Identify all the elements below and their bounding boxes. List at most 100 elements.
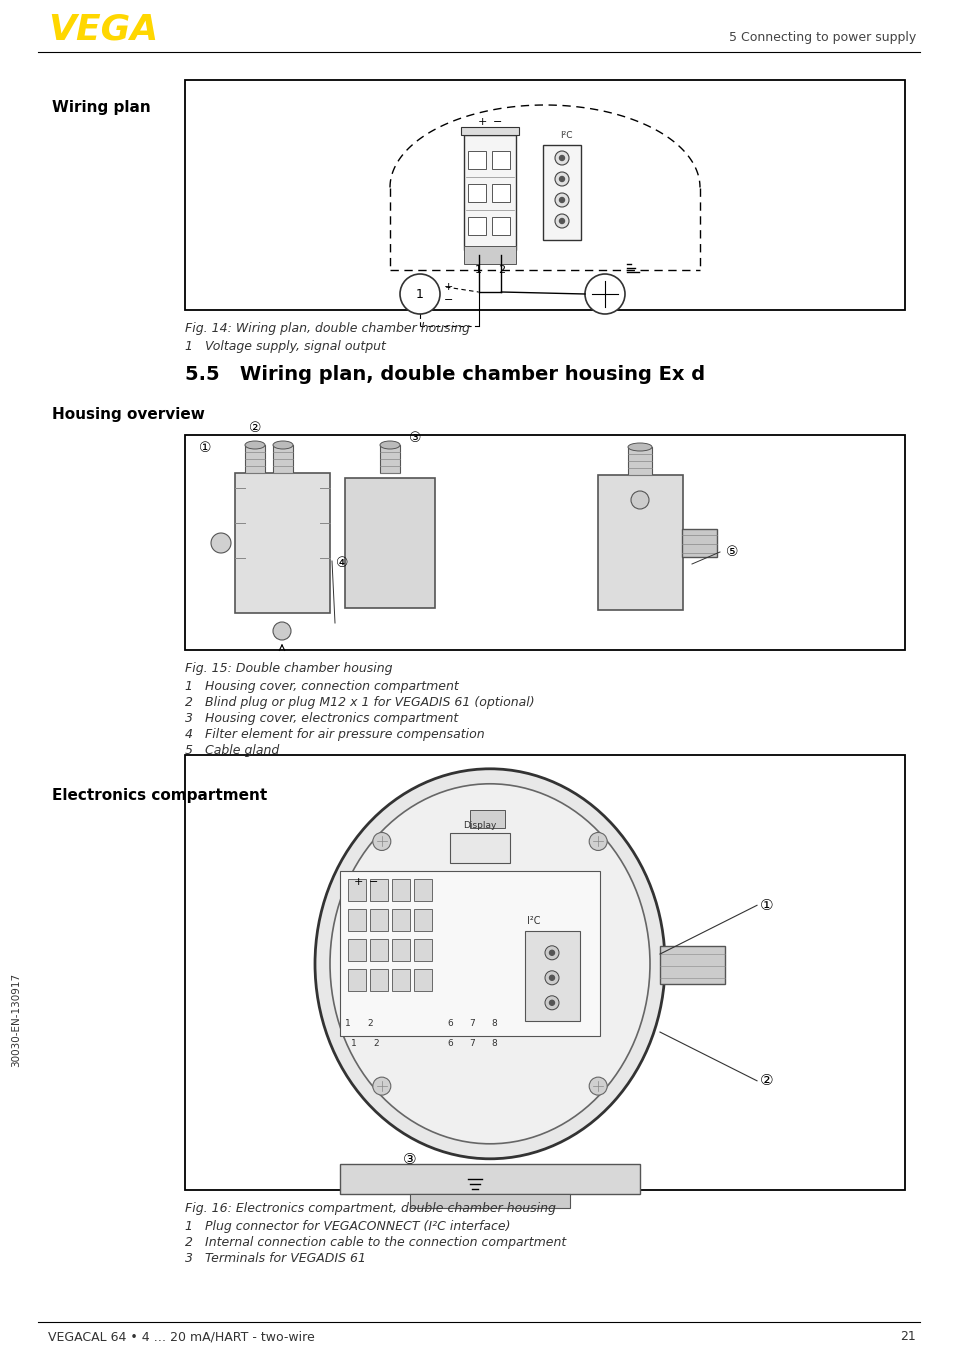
Circle shape bbox=[555, 152, 568, 165]
Text: Fig. 14: Wiring plan, double chamber housing: Fig. 14: Wiring plan, double chamber hou… bbox=[185, 322, 470, 334]
Bar bbox=[348, 879, 366, 900]
Circle shape bbox=[549, 1001, 554, 1005]
Text: 5.5   Wiring plan, double chamber housing Ex d: 5.5 Wiring plan, double chamber housing … bbox=[185, 366, 704, 385]
Text: Fig. 15: Double chamber housing: Fig. 15: Double chamber housing bbox=[185, 662, 392, 676]
Text: −: − bbox=[443, 295, 453, 305]
Bar bbox=[339, 871, 599, 1036]
Bar bbox=[463, 246, 516, 264]
Text: ④: ④ bbox=[335, 556, 348, 570]
Text: 2   Internal connection cable to the connection compartment: 2 Internal connection cable to the conne… bbox=[185, 1236, 566, 1248]
Circle shape bbox=[630, 492, 648, 509]
Text: +: + bbox=[443, 282, 453, 292]
Bar bbox=[492, 152, 510, 169]
Text: 8: 8 bbox=[491, 1018, 497, 1028]
Ellipse shape bbox=[330, 784, 649, 1144]
Text: ②: ② bbox=[760, 1074, 773, 1089]
Bar bbox=[234, 473, 330, 613]
Text: I²C: I²C bbox=[559, 131, 572, 139]
Bar bbox=[450, 833, 510, 862]
Text: 21: 21 bbox=[900, 1331, 915, 1343]
Circle shape bbox=[558, 198, 564, 203]
Bar bbox=[345, 478, 435, 608]
Bar bbox=[410, 1194, 569, 1208]
Circle shape bbox=[544, 946, 558, 960]
Text: 3   Housing cover, electronics compartment: 3 Housing cover, electronics compartment bbox=[185, 712, 457, 724]
Text: ③: ③ bbox=[408, 431, 421, 445]
Bar bbox=[460, 127, 518, 135]
Circle shape bbox=[544, 971, 558, 984]
Text: 1: 1 bbox=[475, 265, 481, 275]
Bar bbox=[370, 969, 388, 991]
Bar bbox=[245, 445, 265, 473]
Text: VEGACAL 64 • 4 … 20 mA/HART - two-wire: VEGACAL 64 • 4 … 20 mA/HART - two-wire bbox=[48, 1331, 314, 1343]
Text: ①: ① bbox=[198, 441, 211, 455]
Circle shape bbox=[555, 172, 568, 185]
Bar bbox=[524, 930, 579, 1021]
Text: 2: 2 bbox=[367, 1018, 373, 1028]
Text: −: − bbox=[369, 877, 378, 887]
Text: 1: 1 bbox=[351, 1039, 356, 1048]
Bar bbox=[392, 969, 410, 991]
Text: ①: ① bbox=[760, 898, 773, 913]
Circle shape bbox=[558, 156, 564, 161]
Text: 2: 2 bbox=[373, 1039, 378, 1048]
Text: 1   Plug connector for VEGACONNECT (I²C interface): 1 Plug connector for VEGACONNECT (I²C in… bbox=[185, 1220, 510, 1233]
Text: 5   Cable gland: 5 Cable gland bbox=[185, 743, 279, 757]
Text: 6: 6 bbox=[447, 1018, 453, 1028]
Text: 8: 8 bbox=[491, 1039, 497, 1048]
Bar bbox=[681, 529, 717, 556]
Text: 2: 2 bbox=[497, 265, 504, 275]
Bar bbox=[370, 938, 388, 961]
Text: 1: 1 bbox=[345, 1018, 351, 1028]
Circle shape bbox=[589, 833, 606, 850]
Text: Fig. 16: Electronics compartment, double chamber housing: Fig. 16: Electronics compartment, double… bbox=[185, 1202, 556, 1215]
Bar bbox=[392, 879, 410, 900]
Bar bbox=[492, 184, 510, 202]
Circle shape bbox=[273, 621, 291, 640]
Text: Housing overview: Housing overview bbox=[52, 408, 205, 422]
Ellipse shape bbox=[627, 443, 651, 451]
Bar bbox=[627, 447, 651, 475]
Bar bbox=[273, 445, 293, 473]
Text: 30030-EN-130917: 30030-EN-130917 bbox=[11, 974, 21, 1067]
Bar bbox=[339, 1164, 639, 1194]
Text: 4   Filter element for air pressure compensation: 4 Filter element for air pressure compen… bbox=[185, 728, 484, 741]
Bar bbox=[414, 879, 432, 900]
Bar bbox=[414, 969, 432, 991]
Circle shape bbox=[544, 995, 558, 1010]
Bar bbox=[392, 909, 410, 930]
Circle shape bbox=[555, 214, 568, 227]
Circle shape bbox=[555, 194, 568, 207]
Text: ②: ② bbox=[249, 421, 261, 435]
Text: 5 Connecting to power supply: 5 Connecting to power supply bbox=[728, 31, 915, 45]
Circle shape bbox=[558, 176, 564, 181]
Ellipse shape bbox=[379, 441, 399, 450]
Bar bbox=[463, 135, 516, 250]
Circle shape bbox=[399, 274, 439, 314]
Bar bbox=[379, 445, 399, 473]
Bar bbox=[370, 879, 388, 900]
Bar bbox=[185, 756, 904, 1190]
Circle shape bbox=[549, 951, 554, 956]
Text: Display: Display bbox=[463, 821, 497, 830]
Bar bbox=[414, 909, 432, 930]
Text: 6: 6 bbox=[447, 1039, 453, 1048]
Text: ⑤: ⑤ bbox=[725, 546, 738, 559]
Circle shape bbox=[584, 274, 624, 314]
Bar bbox=[598, 475, 682, 611]
Text: Electronics compartment: Electronics compartment bbox=[52, 788, 267, 803]
Bar bbox=[370, 909, 388, 930]
Text: ③: ③ bbox=[403, 1152, 416, 1167]
Ellipse shape bbox=[314, 769, 664, 1159]
Bar bbox=[470, 810, 504, 827]
Text: 1   Voltage supply, signal output: 1 Voltage supply, signal output bbox=[185, 340, 385, 353]
Bar bbox=[542, 145, 580, 240]
Text: 1: 1 bbox=[416, 287, 423, 301]
Bar bbox=[185, 435, 904, 650]
Bar bbox=[659, 946, 724, 984]
Circle shape bbox=[373, 833, 391, 850]
Circle shape bbox=[558, 218, 564, 223]
Bar bbox=[348, 909, 366, 930]
Text: I²C: I²C bbox=[526, 915, 540, 926]
Bar bbox=[468, 184, 485, 202]
